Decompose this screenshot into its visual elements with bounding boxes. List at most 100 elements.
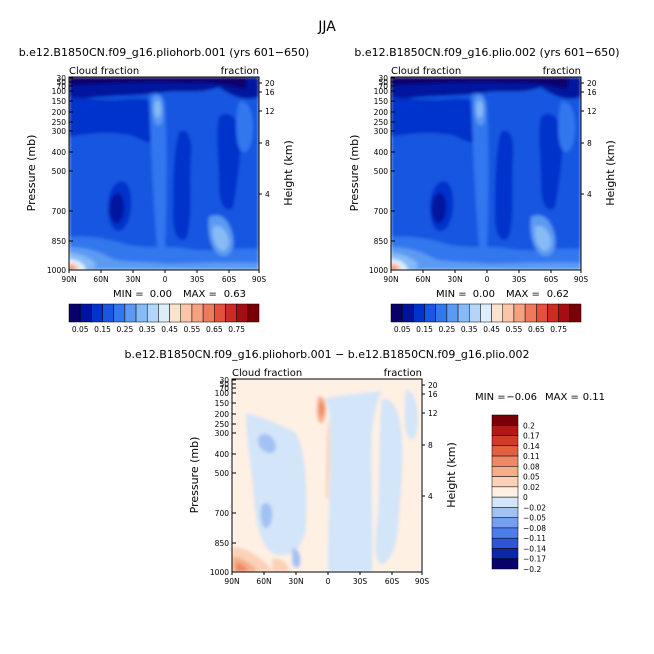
panel-3-y-tick: 700 — [215, 509, 230, 518]
panel-1-y-tick: 700 — [52, 207, 67, 216]
colorbar-swatch — [491, 527, 519, 539]
colorbar-swatch — [491, 476, 519, 488]
panel-1-right-label: fraction — [221, 66, 259, 77]
panel-2-x-tick: 30N — [447, 275, 462, 284]
panel-3-y2-tick: 4 — [428, 492, 433, 501]
panel-2-x-tick: 0 — [485, 275, 490, 284]
panel-2-y-axis-label: Pressure (mb) — [348, 135, 361, 212]
panel-1-y-tick: 200 — [52, 108, 67, 117]
panel-2-minmax: MIN = 0.00 MAX = 0.62 — [436, 289, 569, 300]
panel-3-y-tick: 850 — [215, 539, 230, 548]
colorbar-label: 0.35 — [461, 325, 478, 334]
colorbar-swatch — [169, 303, 182, 323]
panel-1-min-label: MIN = — [113, 289, 144, 300]
panel-3-x-tick: 0 — [326, 577, 331, 586]
panel-1-y2-tick: 16 — [265, 88, 275, 97]
colorbar-swatch — [146, 303, 159, 323]
colorbar-swatch — [491, 507, 519, 518]
colorbar-label: 0.11 — [523, 452, 540, 461]
colorbar-swatch — [480, 303, 492, 323]
panel-3-x-tick: 90S — [415, 577, 430, 586]
panel-1-y-ticks: 1000 850 700 500 400 300 250 200 150 100… — [47, 74, 73, 275]
colorbar-label: 0.14 — [523, 442, 540, 451]
panel-3-x-tick: 90N — [224, 577, 239, 586]
panel-3-y-ticks: 1000 850 700 500 400 300 250 200 150 100… — [210, 376, 236, 577]
panel-2-x-ticks: 90N 60N 30N 0 30S 60S — [383, 270, 588, 284]
panel-2-x-tick: 90S — [574, 275, 589, 284]
colorbar-swatch — [413, 303, 425, 323]
colorbar-label: 0.45 — [483, 325, 500, 334]
panel-1-y-tick: 400 — [52, 148, 67, 157]
colorbar-swatch — [202, 303, 215, 323]
colorbar-swatch — [491, 445, 519, 457]
colorbar-swatch — [491, 435, 519, 447]
panel-2-y2-ticks: 4 8 12 16 20 — [581, 79, 597, 199]
colorbar-label: 0.65 — [206, 325, 223, 334]
panel-1-x-tick: 90S — [252, 275, 267, 284]
panel-1-y2-axis-label: Height (km) — [282, 140, 295, 206]
panel-1-y2-ticks: 4 8 12 16 20 — [259, 79, 275, 199]
colorbar-swatch — [491, 517, 519, 529]
panel-3-y-tick: 30 — [219, 376, 229, 385]
panel-1-minmax: MIN = 0.00 MAX = 0.63 — [113, 289, 246, 300]
colorbar-swatch — [401, 303, 414, 323]
panel-2-y-tick: 70 — [378, 82, 388, 91]
panel-2-contour-field — [391, 77, 581, 270]
panel-2-frame — [390, 76, 582, 271]
panel-2-x-tick: 60S — [544, 275, 559, 284]
panel-2-y-tick: 100 — [374, 87, 389, 96]
colorbar-label: 0.2 — [523, 421, 535, 430]
colorbar-swatch — [191, 303, 204, 323]
panel-3-minmax: MIN = −0.06 MAX = 0.11 — [475, 392, 605, 403]
colorbar-swatch — [491, 303, 504, 323]
colorbar-swatch — [247, 303, 260, 323]
colorbar-label: 0.25 — [117, 325, 134, 334]
colorbar-label: −0.02 — [523, 503, 546, 512]
panel-3-x-tick: 60S — [385, 577, 400, 586]
colorbar-label: 0.15 — [416, 325, 433, 334]
colorbar-swatch — [446, 303, 459, 323]
panel-3-y-tick: 70 — [219, 384, 229, 393]
panel-1-y-tick: 500 — [52, 167, 67, 176]
panel-2-y2-tick: 8 — [587, 139, 592, 148]
colorbar-label: 0.45 — [161, 325, 178, 334]
panel-2-left-label: Cloud fraction — [391, 66, 461, 77]
panel-1-x-tick: 60N — [93, 275, 108, 284]
colorbar-swatch — [536, 303, 548, 323]
panel-3-y2-tick: 20 — [428, 381, 438, 390]
panel-2-y-tick: 300 — [374, 127, 389, 136]
panel-3-y2-axis-label: Height (km) — [445, 442, 458, 508]
panel-3-min-label: MIN = — [475, 392, 506, 403]
panel-2-min-label: MIN = — [436, 289, 467, 300]
panel-1-x-ticks: 90N 60N 30N 0 30S 60S — [61, 270, 266, 284]
colorbar-swatch — [79, 303, 92, 323]
panel-2-max-value: 0.62 — [547, 289, 569, 300]
colorbar-label: 0.15 — [94, 325, 111, 334]
panel-1-y2-tick: 4 — [265, 190, 270, 199]
panel-1-y2-tick: 20 — [265, 79, 275, 88]
colorbar-label: 0.55 — [506, 325, 523, 334]
colorbar-label: −0.08 — [523, 524, 546, 533]
panel-3-y-tick: 400 — [215, 450, 230, 459]
panel-1-y-axis-label: Pressure (mb) — [25, 135, 38, 212]
panel-3-title: b.e12.B1850CN.f09_g16.pliohorb.001 − b.e… — [125, 348, 530, 361]
panel-1: b.e12.B1850CN.f09_g16.pliohorb.001 (yrs … — [19, 46, 310, 334]
panel-1-max-value: 0.63 — [224, 289, 246, 300]
panel-1-x-tick: 90N — [61, 275, 76, 284]
panel-1-max-label: MAX = — [183, 289, 217, 300]
panel-3-y2-tick: 8 — [428, 441, 433, 450]
panel-1-title: b.e12.B1850CN.f09_g16.pliohorb.001 (yrs … — [19, 46, 310, 59]
panel-1-colorbar: 0.05 0.15 0.25 0.35 0.45 0.55 0.65 0.75 — [68, 303, 260, 334]
panel-2-y-ticks: 1000 850 700 500 400 300 250 200 150 100… — [369, 74, 395, 275]
panel-2-y-tick: 150 — [374, 97, 389, 106]
panel-2-right-label: fraction — [543, 66, 581, 77]
panel-3-left-label: Cloud fraction — [232, 368, 302, 379]
panel-1-y-tick: 70 — [56, 82, 66, 91]
colorbar-label: 0.75 — [228, 325, 245, 334]
panel-3-y-tick: 250 — [215, 420, 230, 429]
colorbar-label: 0.35 — [139, 325, 156, 334]
colorbar-swatch — [491, 455, 519, 467]
panel-3-y2-tick: 16 — [428, 390, 438, 399]
colorbar-swatch — [491, 486, 519, 498]
panel-2-y2-tick: 4 — [587, 190, 592, 199]
